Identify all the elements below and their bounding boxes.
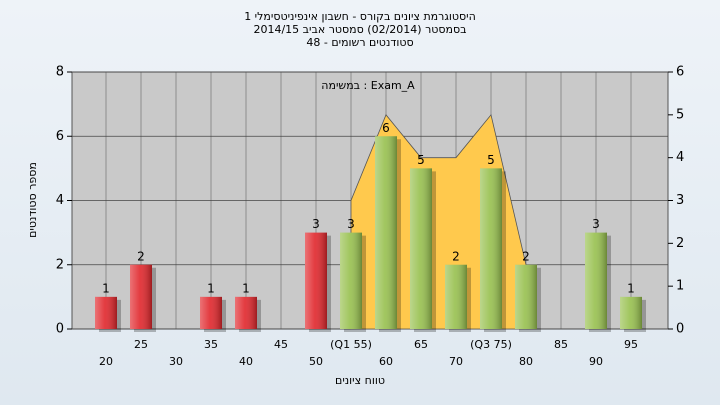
value-label: 1 — [242, 281, 250, 295]
x-tick-label: 90 — [589, 355, 603, 368]
value-label: 3 — [312, 217, 320, 231]
value-label: 3 — [592, 217, 600, 231]
x-tick-label: 25 — [134, 338, 148, 351]
y2-tick-label: 6 — [676, 65, 684, 80]
x-tick-label: 40 — [239, 355, 253, 368]
chart-title: בסמסטר (02/2014) סמסטר אביב 2014/15 — [253, 23, 466, 36]
x-tick-label: 45 — [274, 338, 288, 351]
value-label: 5 — [417, 153, 425, 167]
y2-tick-label: 0 — [676, 322, 684, 337]
value-label: 2 — [137, 249, 145, 263]
chart-title: היסטוגרמת ציונים בקורס - חשבון אינפיניטס… — [244, 10, 476, 23]
x-tick-label: 95 — [624, 338, 638, 351]
x-tick-label: (Q1 55) — [330, 338, 372, 351]
y-axis-label: מספר סטודנטים — [26, 162, 39, 238]
x-tick-label: 60 — [379, 355, 393, 368]
value-label: 5 — [487, 153, 495, 167]
bar-shine — [130, 264, 152, 329]
x-tick-label: 80 — [519, 355, 533, 368]
y2-tick-label: 5 — [676, 107, 684, 122]
value-label: 1 — [207, 281, 215, 295]
y2-tick-label: 1 — [676, 279, 684, 294]
x-tick-label: 35 — [204, 338, 218, 351]
y2-tick-label: 2 — [676, 236, 684, 251]
bar-shine — [480, 168, 502, 329]
bar-shine — [375, 136, 397, 329]
x-tick-label: 20 — [99, 355, 113, 368]
x-tick-label: (Q3 75) — [470, 338, 512, 351]
bar-shine — [200, 296, 222, 329]
x-axis-label: טווח ציונים — [335, 374, 385, 387]
x-tick-label: 30 — [169, 355, 183, 368]
annotation: במשימה : Exam_A — [321, 79, 415, 92]
value-label: 1 — [627, 281, 635, 295]
y-tick-label: 2 — [56, 257, 64, 272]
bar-shine — [620, 296, 642, 329]
bar-shine — [410, 168, 432, 329]
bar-shine — [340, 232, 362, 329]
bar-shine — [235, 296, 257, 329]
bar-shine — [585, 232, 607, 329]
bar-shine — [445, 264, 467, 329]
value-label: 1 — [102, 281, 110, 295]
value-label: 2 — [452, 249, 460, 263]
chart-title: סטודנטים רשומים - 48 — [306, 36, 413, 49]
y2-tick-label: 4 — [676, 150, 684, 165]
x-tick-label: 70 — [449, 355, 463, 368]
value-label: 3 — [347, 217, 355, 231]
y-tick-label: 8 — [56, 65, 64, 80]
value-label: 2 — [522, 249, 530, 263]
x-tick-label: 50 — [309, 355, 323, 368]
value-label: 6 — [382, 121, 390, 135]
bar-shine — [305, 232, 327, 329]
bar-shine — [95, 296, 117, 329]
bar-shine — [515, 264, 537, 329]
x-tick-label: 65 — [414, 338, 428, 351]
x-tick-label: 85 — [554, 338, 568, 351]
y-tick-label: 6 — [56, 129, 64, 144]
y-tick-label: 4 — [56, 193, 64, 208]
y2-tick-label: 3 — [676, 193, 684, 208]
y-tick-label: 0 — [56, 322, 64, 337]
